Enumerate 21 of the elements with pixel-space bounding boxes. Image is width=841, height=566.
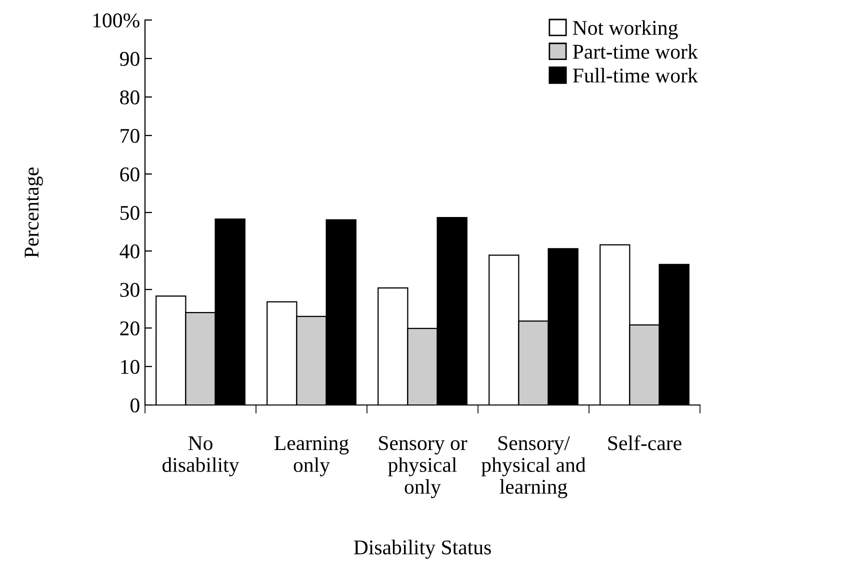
y-axis-title: Percentage	[24, 168, 43, 258]
y-tick-label: 60	[120, 167, 140, 182]
x-tick-label: Learning only	[274, 436, 349, 476]
x-tick-label: Sensory/ physical and learning	[481, 436, 586, 498]
y-tick-label: 70	[120, 128, 140, 143]
legend-label: Not working	[572, 20, 678, 40]
y-tick-label: 40	[120, 244, 140, 258]
y-tick-label: 30	[120, 282, 140, 297]
y-tick-label: 80	[120, 90, 140, 104]
x-tick-label: Sensory or physical only	[379, 436, 468, 498]
y-tick-label: 0	[130, 398, 140, 412]
x-tick-label: Self-care	[608, 435, 682, 450]
legend-label: Part-time work	[572, 44, 698, 59]
x-tick-label: No disability	[162, 436, 240, 476]
legend-label: Full-time work	[572, 68, 698, 83]
y-tick-label: 50	[120, 206, 140, 220]
x-axis-title: Disability Status	[354, 540, 491, 559]
y-tick-label: 100%	[93, 13, 140, 28]
y-tick-label: 90	[120, 52, 140, 66]
y-tick-label: 20	[120, 321, 140, 336]
y-tick-label: 10	[121, 360, 140, 374]
